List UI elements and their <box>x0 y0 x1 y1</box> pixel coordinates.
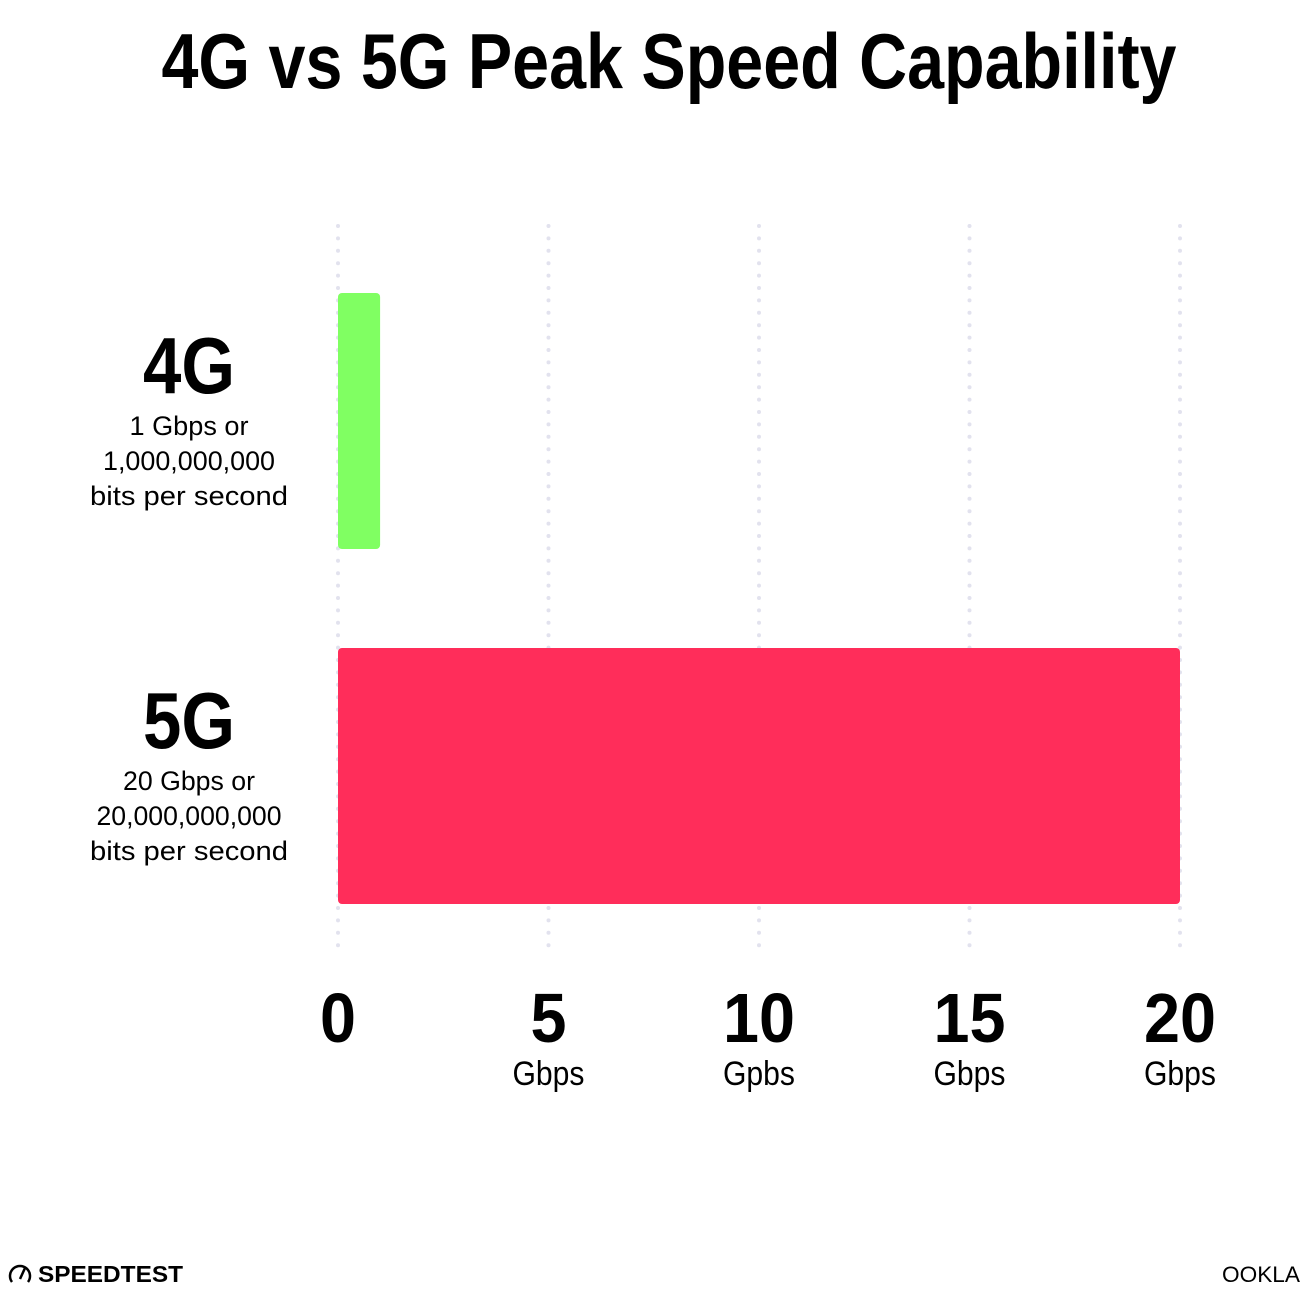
category-sublabel: 1,000,000,000 <box>103 446 275 476</box>
bar-4G <box>338 293 381 549</box>
x-tick-label: 0 <box>320 979 356 1057</box>
bar-5G <box>338 648 1180 904</box>
x-tick-unit: Gbps <box>1144 1055 1216 1093</box>
x-tick-unit: Gbps <box>934 1055 1006 1093</box>
category-sublabel: bits per second <box>90 481 288 511</box>
x-tick-label: 5 <box>531 979 567 1057</box>
ookla-logo: OOKLA <box>1222 1262 1300 1287</box>
category-label: 4G <box>143 321 235 410</box>
x-tick-label: 10 <box>723 979 795 1057</box>
speedtest-wordmark: SPEEDTEST <box>38 1261 183 1287</box>
speedtest-logo: SPEEDTEST <box>8 1261 183 1287</box>
x-tick-unit: Gpbs <box>723 1055 795 1093</box>
category-sublabel: 20 Gbps or <box>123 766 255 796</box>
x-tick-label: 20 <box>1144 979 1216 1057</box>
speedometer-icon <box>8 1264 32 1283</box>
x-tick-unit: Gbps <box>513 1055 585 1093</box>
category-sublabel: 1 Gbps or <box>130 411 249 441</box>
x-tick-label: 15 <box>934 979 1006 1057</box>
chart-title: 4G vs 5G Peak Speed Capability <box>162 17 1177 105</box>
category-sublabel: bits per second <box>90 836 288 866</box>
category-label: 5G <box>143 676 235 765</box>
category-sublabel: 20,000,000,000 <box>97 801 282 831</box>
